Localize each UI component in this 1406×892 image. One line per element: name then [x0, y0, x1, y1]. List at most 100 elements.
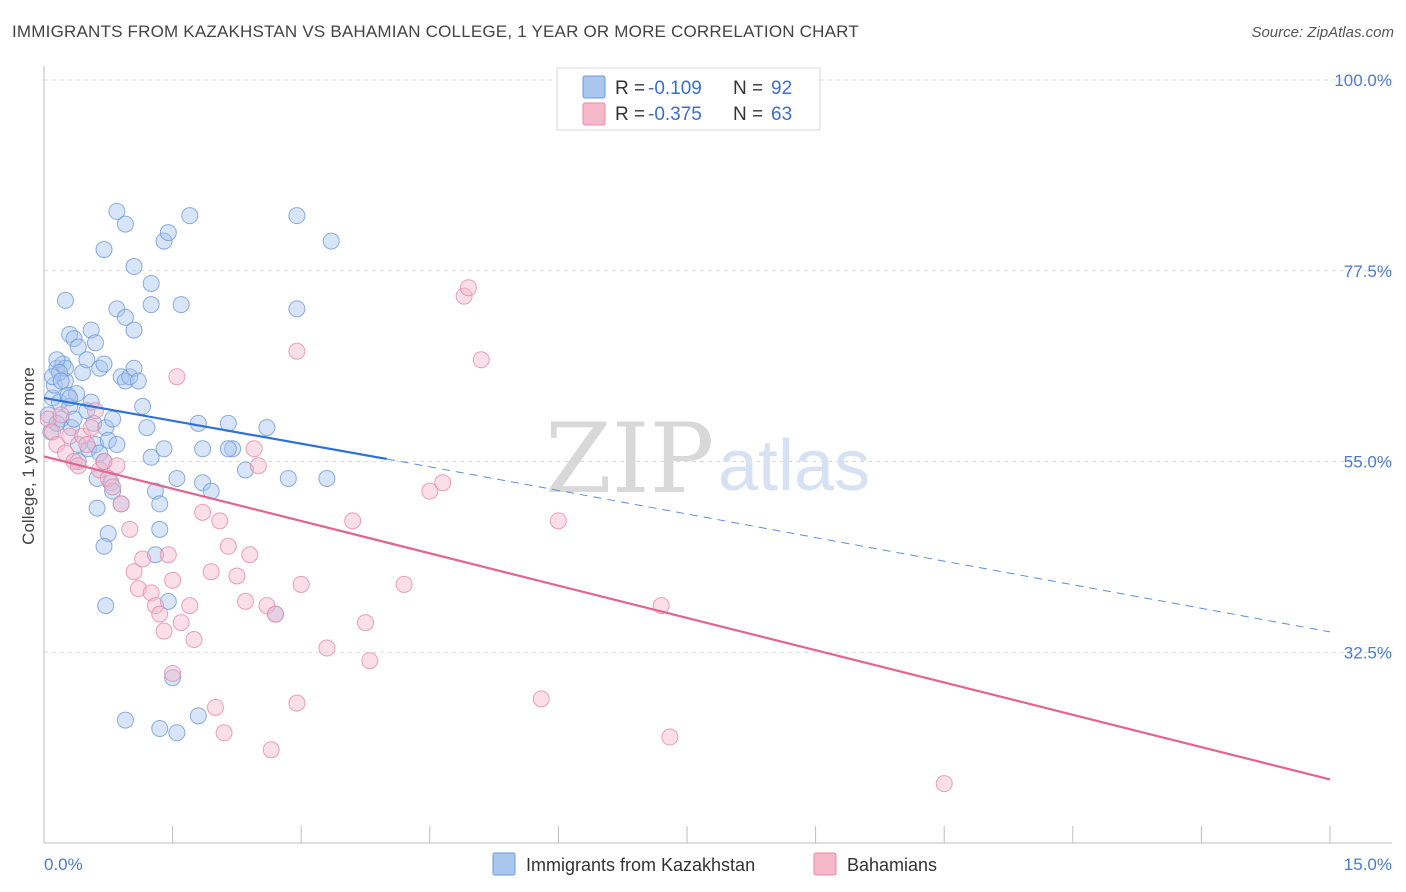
point-kazakhstan: [48, 351, 66, 369]
legend-n-label: N =: [733, 104, 763, 125]
y-tick-label: 77.5%: [1344, 262, 1392, 281]
point-kazakhstan: [97, 597, 115, 615]
point-bahamians: [288, 342, 306, 360]
point-kazakhstan: [142, 448, 160, 466]
point-kazakhstan: [134, 397, 152, 415]
point-kazakhstan: [86, 436, 104, 454]
trend-line-kazakhstan: [43, 396, 388, 461]
point-bahamians: [185, 631, 203, 649]
point-bahamians: [151, 605, 169, 623]
x-tick-labels: 0.0% 15.0%: [44, 855, 1392, 874]
point-bahamians: [95, 453, 113, 470]
point-kazakhstan: [172, 296, 190, 314]
point-bahamians: [532, 690, 550, 708]
point-bahamians: [288, 694, 306, 712]
chart-title: IMMIGRANTS FROM KAZAKHSTAN VS BAHAMIAN C…: [12, 22, 859, 41]
point-kazakhstan: [146, 546, 164, 564]
point-kazakhstan: [95, 537, 113, 555]
point-bahamians: [935, 775, 953, 793]
point-kazakhstan: [52, 372, 70, 390]
point-kazakhstan: [318, 469, 336, 487]
grid: [44, 79, 1392, 653]
point-bahamians: [211, 512, 229, 530]
point-bahamians: [661, 728, 679, 746]
bottom-legend-swatch-bahamians: [813, 852, 837, 876]
point-kazakhstan: [155, 232, 173, 250]
point-kazakhstan: [69, 338, 87, 356]
x-tick-label: 0.0%: [44, 855, 83, 874]
point-bahamians: [142, 584, 160, 602]
point-bahamians: [206, 698, 224, 716]
point-kazakhstan: [108, 436, 126, 454]
point-bahamians: [108, 457, 126, 475]
point-kazakhstan: [181, 207, 199, 225]
point-kazakhstan: [99, 525, 117, 543]
legend-r-label: R =: [615, 78, 645, 99]
point-bahamians: [421, 482, 439, 500]
point-kazakhstan: [91, 444, 109, 462]
point-bahamians: [228, 567, 246, 585]
point-kazakhstan: [65, 330, 83, 348]
point-kazakhstan: [82, 321, 100, 339]
watermark-atlas: atlas: [718, 426, 870, 506]
point-bahamians: [361, 652, 379, 670]
point-kazakhstan: [116, 308, 134, 326]
point-bahamians: [357, 614, 374, 632]
point-kazakhstan: [168, 724, 186, 742]
point-kazakhstan: [142, 296, 160, 314]
point-bahamians: [52, 406, 70, 424]
point-kazakhstan: [116, 215, 134, 233]
point-bahamians: [459, 279, 477, 297]
point-kazakhstan: [224, 440, 242, 458]
point-kazakhstan: [59, 386, 77, 404]
point-kazakhstan: [146, 482, 164, 500]
trend-line-bahamians: [43, 455, 1331, 781]
point-bahamians: [549, 512, 567, 530]
y-tick-label: 32.5%: [1344, 643, 1392, 662]
point-kazakhstan: [56, 291, 74, 309]
point-bahamians: [292, 575, 310, 593]
point-bahamians: [215, 724, 233, 742]
point-bahamians: [202, 563, 220, 581]
legend-swatch-bahamians: [582, 102, 606, 126]
point-bahamians: [134, 550, 152, 568]
legend-n-value: 92: [771, 78, 792, 99]
point-kazakhstan: [108, 202, 126, 220]
bottom-legend-label-bahamians: Bahamians: [847, 855, 937, 875]
point-bahamians: [236, 592, 254, 610]
point-kazakhstan: [125, 359, 143, 377]
point-kazakhstan: [138, 419, 156, 437]
point-bahamians: [164, 571, 182, 589]
point-bahamians: [266, 605, 284, 623]
point-kazakhstan: [155, 440, 173, 458]
point-kazakhstan: [164, 669, 182, 687]
point-bahamians: [82, 419, 100, 437]
point-kazakhstan: [104, 410, 122, 428]
point-kazakhstan: [151, 720, 169, 738]
point-bahamians: [241, 546, 259, 564]
watermark-zip: ZIP: [545, 403, 714, 515]
point-bahamians: [194, 503, 212, 521]
point-kazakhstan: [159, 592, 177, 610]
point-bahamians: [78, 436, 96, 454]
point-kazakhstan: [288, 300, 306, 318]
point-bahamians: [318, 639, 336, 657]
point-kazakhstan: [116, 711, 134, 729]
point-kazakhstan: [279, 469, 297, 487]
point-kazakhstan: [121, 368, 139, 386]
legend-swatch-kazakhstan: [582, 75, 606, 99]
point-bahamians: [125, 563, 143, 581]
legend: R = -0.109 N = 92 R = -0.375 N = 63: [556, 67, 821, 131]
watermark: ZIP atlas: [545, 403, 870, 515]
point-bahamians: [129, 580, 147, 598]
bottom-legend-swatch-kazakhstan: [492, 852, 516, 876]
legend-r-value: -0.375: [648, 104, 702, 125]
point-kazakhstan: [151, 495, 169, 513]
trend-line-kazakhstan-extension: [386, 458, 1331, 633]
data-points: [39, 202, 953, 793]
point-kazakhstan: [168, 469, 186, 487]
point-bahamians: [262, 741, 280, 759]
legend-r-value: -0.109: [648, 78, 702, 99]
trend-lines: [43, 396, 1331, 781]
point-bahamians: [455, 287, 473, 305]
